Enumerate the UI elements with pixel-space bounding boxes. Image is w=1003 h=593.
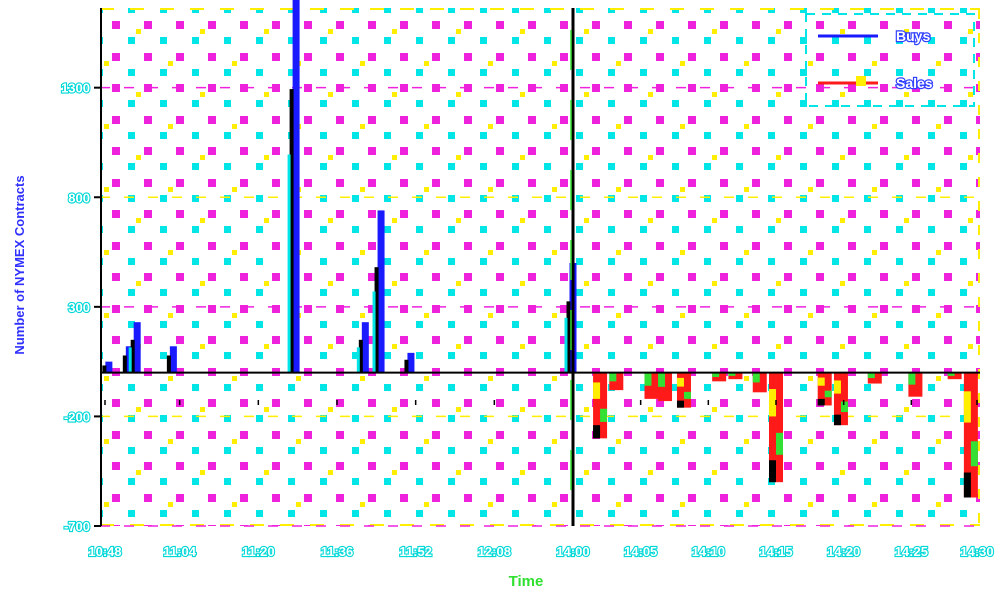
sales-bar <box>752 372 767 393</box>
x-tick-label: 12:08 <box>478 544 511 559</box>
buys-bar <box>372 210 385 373</box>
buys-bar <box>404 352 415 373</box>
sales-bars <box>593 372 978 498</box>
x-tick-label: 11:04 <box>163 544 196 559</box>
y-tick-label: -200 <box>64 409 90 424</box>
legend-buys-label: Buys <box>896 28 930 44</box>
buys-bar <box>356 322 369 373</box>
y-tick-label: -700 <box>64 519 90 534</box>
buys-bar <box>102 361 113 373</box>
x-tick-label: 11:20 <box>242 544 275 559</box>
sales-bar <box>817 372 832 406</box>
x-tick-label: 14:30 <box>960 544 993 559</box>
x-tick-labels-right: 14:00 14:05 14:10 14:15 14:20 14:25 14:30 <box>555 400 995 560</box>
sales-bar <box>963 372 978 498</box>
sales-bar <box>867 372 882 384</box>
x-tick-label: 11:52 <box>399 544 432 559</box>
x-tick-label: 11:36 <box>321 544 354 559</box>
y-tick-label: 1300 <box>61 81 90 96</box>
buys-bar <box>287 0 300 373</box>
legend-box <box>805 13 975 107</box>
sales-bar <box>769 372 783 483</box>
buys-bar <box>128 322 141 373</box>
x-tick-label: 14:00 <box>556 544 589 559</box>
x-tick-label: 14:10 <box>692 544 725 559</box>
x-tick-label: 14:15 <box>759 544 792 559</box>
legend-sales-swatch-mark <box>856 76 866 86</box>
horizontal-gridlines <box>100 86 980 527</box>
y-axis-title: Number of NYMEX Contracts <box>12 175 27 354</box>
legend-sales-label: Sales <box>896 75 933 91</box>
plot-background <box>100 8 980 526</box>
sales-bar <box>593 372 608 439</box>
y-tick-label: 800 <box>68 190 90 205</box>
sales-bar <box>676 372 691 408</box>
sales-bar <box>728 372 743 380</box>
y-tick-labels: -700-20030080013001800 <box>60 80 101 535</box>
x-tick-label: 10:48 <box>88 544 121 559</box>
x-tick-label: 14:05 <box>624 544 657 559</box>
legend: Buys Sales <box>805 13 975 107</box>
x-axis-title: Time <box>509 573 544 590</box>
sales-bar <box>947 372 962 380</box>
sales-bar <box>712 372 727 382</box>
sales-bar <box>658 372 673 402</box>
y-tick-label: 300 <box>68 300 90 315</box>
sales-bar <box>908 372 923 397</box>
x-tick-labels-left: 10:48 11:04 11:20 11:36 11:52 12:08 <box>87 400 512 560</box>
sales-bar <box>833 372 848 426</box>
x-tick-label: 14:25 <box>895 544 928 559</box>
sales-bar <box>609 372 624 391</box>
sales-bar <box>644 372 659 399</box>
buys-bar <box>166 346 177 373</box>
x-tick-label: 14:20 <box>827 544 860 559</box>
